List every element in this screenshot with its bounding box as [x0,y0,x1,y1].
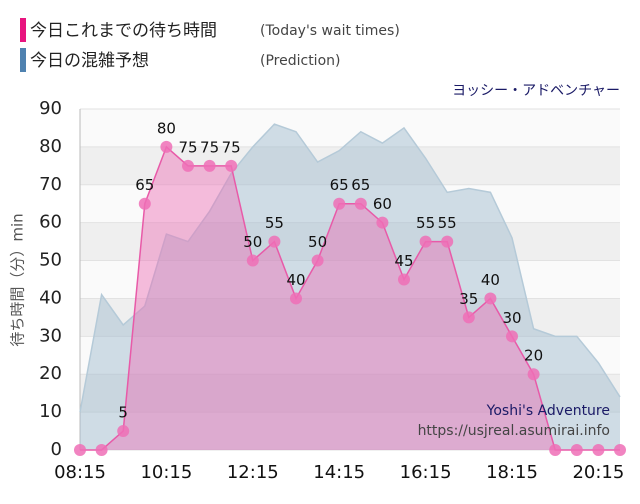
data-label: 60 [373,195,392,213]
data-label: 65 [135,176,154,194]
y-tick-label: 90 [39,98,62,119]
y-tick-label: 20 [39,363,62,384]
y-tick-label: 40 [39,287,62,308]
data-label: 80 [157,119,176,137]
point [376,216,389,229]
grid-band [80,222,620,261]
y-tick-label: 10 [39,401,62,422]
y-tick-label: 60 [39,212,62,233]
x-tick-label: 08:15 [54,462,106,483]
y-axis-label: 待ち時間（分）min [9,213,27,346]
point [592,444,605,456]
legend-label: 今日の混雑予想 [30,51,149,71]
grid-band [80,374,620,413]
data-label: 30 [502,309,521,327]
legend-swatch [20,18,26,42]
point [398,273,410,286]
x-tick-label: 12:15 [227,462,279,483]
grid-band [80,298,620,337]
data-label: 55 [265,214,284,232]
chart-title: ヨッシー・アドベンチャー [452,83,620,99]
grid-band [80,146,620,185]
data-label: 40 [286,271,305,289]
data-label: 75 [178,138,197,156]
point [441,235,454,248]
point [527,368,540,381]
point [311,254,324,267]
y-tick-label: 70 [39,174,62,195]
y-tick-label: 0 [51,439,62,460]
x-tick-label: 10:15 [140,462,192,483]
point [95,444,108,456]
legend-label: 今日これまでの待ち時間 [30,21,217,41]
data-label: 35 [459,290,478,308]
point [290,292,302,305]
point [419,235,432,248]
point [138,197,151,210]
point [614,444,626,456]
x-tick-label: 20:15 [572,462,624,483]
y-tick-label: 30 [39,325,62,346]
data-label: 20 [524,347,543,365]
point [484,292,497,305]
point [225,159,238,172]
point [570,444,583,456]
point [117,425,130,438]
watermark: https://usjreal.asumirai.info [418,423,610,439]
point [203,159,216,172]
watermark: Yoshi's Adventure [486,403,610,419]
point [549,444,562,456]
data-label: 5 [118,404,128,422]
area [80,146,620,450]
point [246,254,259,267]
area [80,124,620,451]
data-label: 65 [351,176,370,194]
data-label: 55 [416,214,435,232]
data-label: 55 [438,214,457,232]
line [79,123,621,413]
legend-note: (Prediction) [260,53,340,69]
data-label: 75 [200,138,219,156]
point [268,235,281,248]
point [333,197,346,210]
point [462,311,475,324]
x-tick-label: 16:15 [400,462,452,483]
data-label: 45 [394,252,413,270]
data-label: 50 [308,233,327,251]
point [506,330,518,343]
x-tick-label: 14:15 [313,462,365,483]
data-label: 65 [330,176,349,194]
legend-note: (Today's wait times) [260,23,400,39]
point [354,197,367,210]
point [182,159,194,172]
data-label: 75 [222,138,241,156]
data-label: 50 [243,233,262,251]
legend-swatch [20,48,26,72]
point [160,140,173,153]
y-tick-label: 50 [39,250,62,271]
y-tick-label: 80 [39,136,62,157]
data-label: 40 [481,271,500,289]
point [74,444,86,456]
x-tick-label: 18:15 [486,462,538,483]
